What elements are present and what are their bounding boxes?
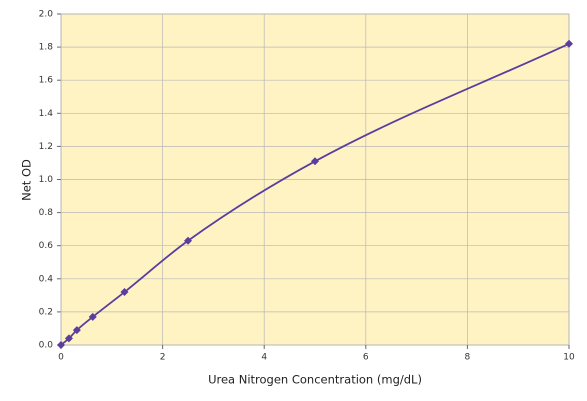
x-tick-label: 6 [363, 353, 369, 363]
marker [72, 326, 81, 335]
y-tick-label: 0.6 [39, 241, 54, 251]
curve [60, 42, 570, 346]
y-tick-label: 1.2 [39, 142, 53, 152]
x-tick-label: 0 [58, 353, 64, 363]
y-tick-label: 1.6 [39, 76, 54, 86]
y-tick-label: 1.4 [39, 109, 54, 119]
y-tick-label: 0.8 [39, 208, 54, 218]
x-tick-label: 4 [261, 353, 267, 363]
marker [57, 341, 65, 349]
y-tick-label: 0.2 [39, 307, 53, 317]
y-tick-label: 1.8 [39, 43, 54, 53]
marker [311, 157, 319, 166]
x-axis-title: Urea Nitrogen Concentration (mg/dL) [208, 373, 422, 387]
x-tick-label: 8 [465, 353, 471, 363]
marker [565, 39, 573, 48]
y-tick-label: 0.4 [39, 274, 54, 284]
x-tick-label: 2 [160, 353, 166, 363]
y-tick-label: 0.0 [39, 341, 54, 351]
marker [88, 312, 97, 321]
x-tick-label: 10 [563, 353, 575, 363]
y-tick-label: 1.0 [39, 175, 54, 185]
marker [64, 334, 73, 343]
y-axis-title: Net OD [20, 159, 34, 201]
marker [120, 288, 129, 297]
y-tick-label: 2.0 [39, 10, 54, 20]
marker [184, 236, 192, 245]
